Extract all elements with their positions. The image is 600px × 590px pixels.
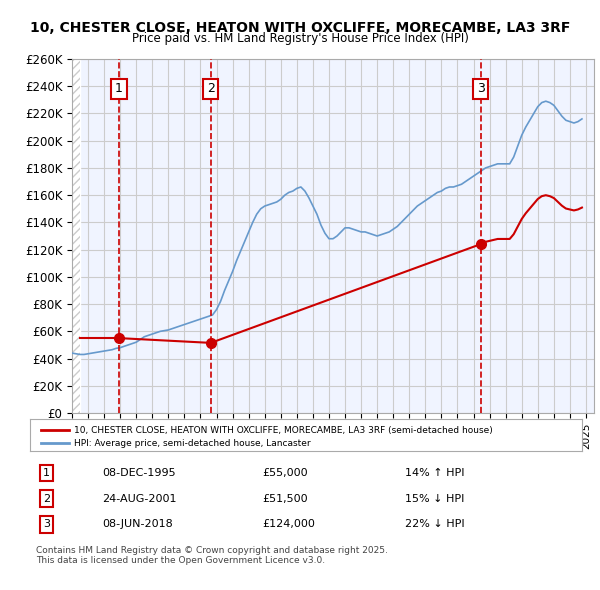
Bar: [72, 59, 80, 413]
Bar: [72, 59, 80, 413]
Text: 24-AUG-2001: 24-AUG-2001: [102, 494, 176, 504]
Text: 08-DEC-1995: 08-DEC-1995: [102, 468, 175, 478]
Text: 14% ↑ HPI: 14% ↑ HPI: [406, 468, 465, 478]
Text: £124,000: £124,000: [262, 519, 315, 529]
Text: 08-JUN-2018: 08-JUN-2018: [102, 519, 173, 529]
Text: £51,500: £51,500: [262, 494, 307, 504]
Text: 10, CHESTER CLOSE, HEATON WITH OXCLIFFE, MORECAMBE, LA3 3RF (semi-detached house: 10, CHESTER CLOSE, HEATON WITH OXCLIFFE,…: [74, 426, 493, 435]
Text: 1: 1: [43, 468, 50, 478]
Text: 1: 1: [115, 83, 123, 96]
Text: 10, CHESTER CLOSE, HEATON WITH OXCLIFFE, MORECAMBE, LA3 3RF: 10, CHESTER CLOSE, HEATON WITH OXCLIFFE,…: [30, 21, 570, 35]
Text: 2: 2: [43, 494, 50, 504]
Text: £55,000: £55,000: [262, 468, 307, 478]
Text: 3: 3: [43, 519, 50, 529]
Text: 22% ↓ HPI: 22% ↓ HPI: [406, 519, 465, 529]
Text: 15% ↓ HPI: 15% ↓ HPI: [406, 494, 465, 504]
Text: 2: 2: [207, 83, 215, 96]
Text: Price paid vs. HM Land Registry's House Price Index (HPI): Price paid vs. HM Land Registry's House …: [131, 32, 469, 45]
Text: 3: 3: [476, 83, 485, 96]
Text: Contains HM Land Registry data © Crown copyright and database right 2025.
This d: Contains HM Land Registry data © Crown c…: [36, 546, 388, 565]
Text: HPI: Average price, semi-detached house, Lancaster: HPI: Average price, semi-detached house,…: [74, 439, 311, 448]
